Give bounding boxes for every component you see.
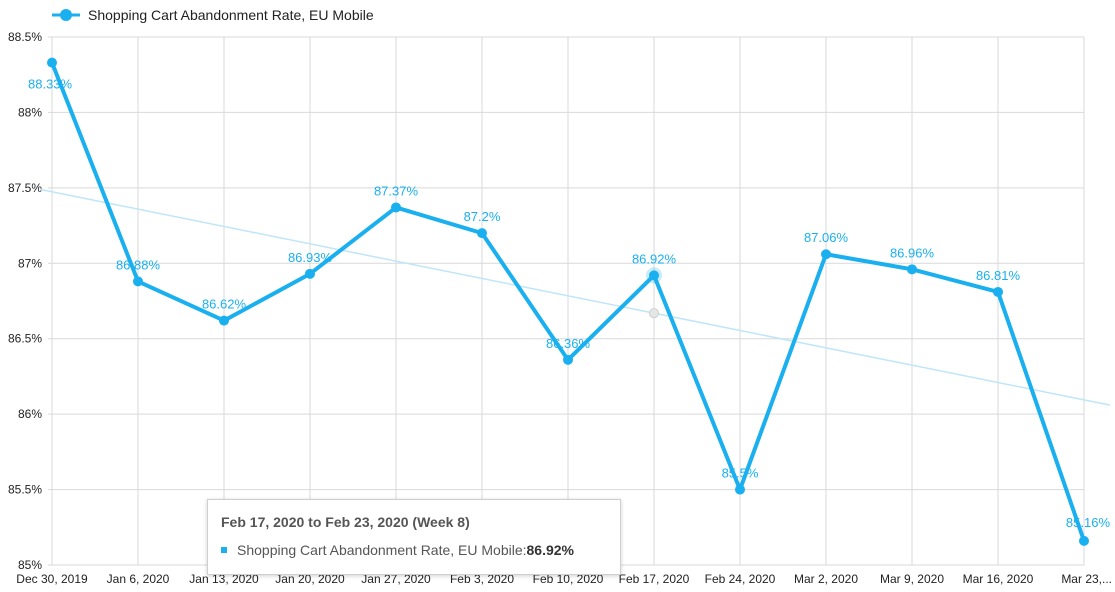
data-label: 85.5% bbox=[722, 466, 759, 481]
x-tick-label: Feb 17, 2020 bbox=[619, 572, 690, 586]
data-point bbox=[821, 249, 831, 260]
data-point bbox=[305, 268, 315, 279]
data-point bbox=[563, 354, 573, 365]
data-label: 86.96% bbox=[890, 245, 935, 260]
trend-point-highlight bbox=[649, 308, 659, 319]
data-point bbox=[993, 286, 1003, 297]
y-tick-label: 86.5% bbox=[8, 332, 42, 346]
y-tick-label: 88.5% bbox=[8, 30, 42, 44]
y-tick-label: 88% bbox=[18, 105, 42, 119]
data-point bbox=[47, 57, 57, 68]
data-point bbox=[477, 228, 487, 239]
y-tick-label: 86% bbox=[18, 407, 42, 421]
data-point bbox=[649, 270, 659, 281]
data-label: 88.33% bbox=[28, 77, 73, 92]
x-axis-ticks: Dec 30, 2019 Jan 6, 2020 Jan 13, 2020 Jan 2… bbox=[16, 572, 1112, 586]
x-tick-label: Jan 13, 2020 bbox=[189, 572, 259, 586]
data-label: 86.88% bbox=[116, 257, 161, 272]
trendline-path bbox=[39, 188, 1111, 406]
y-tick-label: 87% bbox=[18, 256, 42, 270]
legend-label: Shopping Cart Abandonment Rate, EU Mobil… bbox=[88, 7, 374, 23]
data-label: 85.16% bbox=[1066, 515, 1111, 530]
y-axis-ticks: 85% 85.5% 86% 86.5% 87% 87.5% 88% 88.5% bbox=[8, 30, 42, 572]
legend[interactable]: Shopping Cart Abandonment Rate, EU Mobil… bbox=[52, 7, 374, 23]
series-points[interactable] bbox=[47, 57, 1089, 546]
data-label: 87.2% bbox=[464, 209, 501, 224]
data-label: 86.62% bbox=[202, 297, 247, 312]
data-labels: 88.33% 86.88% 86.62% 86.93% 87.37% 87.2% 86.36… bbox=[28, 77, 1110, 530]
series-swatch-icon bbox=[221, 547, 227, 553]
trendline bbox=[39, 188, 1111, 406]
x-tick-label: Feb 24, 2020 bbox=[705, 572, 776, 586]
data-point bbox=[219, 315, 229, 326]
x-tick-label: Feb 3, 2020 bbox=[450, 572, 514, 586]
data-point bbox=[391, 202, 401, 213]
tooltip-value: 86.92% bbox=[526, 542, 574, 558]
y-tick-label: 87.5% bbox=[8, 181, 42, 195]
y-tick-label: 85.5% bbox=[8, 483, 42, 497]
data-label: 87.06% bbox=[804, 230, 849, 245]
x-tick-label: Mar 23,... bbox=[1061, 572, 1112, 586]
x-tick-label: Mar 9, 2020 bbox=[880, 572, 944, 586]
data-label: 86.36% bbox=[546, 336, 591, 351]
data-label: 86.92% bbox=[632, 251, 677, 266]
data-point bbox=[133, 276, 143, 287]
x-tick-label: Feb 10, 2020 bbox=[533, 572, 604, 586]
vertical-gridlines bbox=[51, 37, 1085, 565]
x-tick-label: Jan 6, 2020 bbox=[107, 572, 170, 586]
y-tick-label: 85% bbox=[18, 558, 42, 572]
tooltip-series-label: Shopping Cart Abandonment Rate, EU Mobil… bbox=[237, 542, 527, 558]
tooltip: Feb 17, 2020 to Feb 23, 2020 (Week 8) Sh… bbox=[207, 499, 621, 575]
data-point bbox=[907, 264, 917, 275]
x-tick-label: Jan 27, 2020 bbox=[361, 572, 431, 586]
tooltip-title: Feb 17, 2020 to Feb 23, 2020 (Week 8) bbox=[221, 514, 470, 530]
tooltip-row: Shopping Cart Abandonment Rate, EU Mobil… bbox=[221, 542, 607, 558]
data-point bbox=[735, 484, 745, 495]
x-tick-label: Dec 30, 2019 bbox=[16, 572, 88, 586]
x-tick-label: Jan 20, 2020 bbox=[275, 572, 345, 586]
data-label: 86.81% bbox=[976, 268, 1021, 283]
legend-marker-icon bbox=[60, 9, 72, 21]
x-tick-label: Mar 2, 2020 bbox=[794, 572, 858, 586]
data-label: 86.93% bbox=[288, 250, 333, 265]
x-tick-label: Mar 16, 2020 bbox=[963, 572, 1034, 586]
data-point bbox=[1079, 535, 1089, 546]
data-label: 87.37% bbox=[374, 183, 419, 198]
